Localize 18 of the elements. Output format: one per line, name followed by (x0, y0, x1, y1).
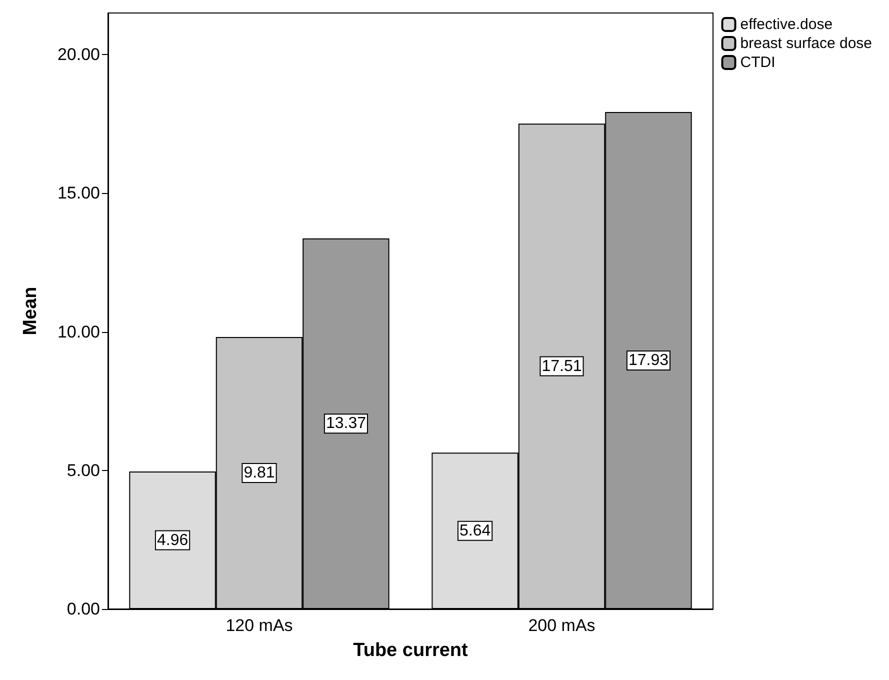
y-axis-title: Mean (20, 286, 41, 336)
y-tick-label: 0.00 (66, 600, 100, 618)
legend-label: CTDI (740, 54, 776, 71)
data-label: 17.51 (542, 358, 582, 375)
y-tick-label: 10.00 (57, 322, 100, 342)
legend-label: breast surface dose (740, 35, 872, 52)
data-label: 9.81 (244, 464, 275, 482)
data-label: 4.96 (156, 532, 188, 549)
x-axis-title: Tube current (353, 640, 469, 661)
x-tick-label: 120 mAs (226, 616, 293, 635)
legend-label: effective.dose (740, 16, 833, 33)
data-label: 5.64 (459, 522, 491, 540)
y-tick-label: 15.00 (57, 184, 100, 203)
x-tick-label: 200 mAs (528, 616, 596, 635)
data-label: 17.93 (628, 352, 669, 369)
y-tick-label: 5.00 (66, 460, 100, 480)
data-label: 13.37 (326, 415, 366, 432)
y-tick-label: 20.00 (57, 45, 100, 64)
